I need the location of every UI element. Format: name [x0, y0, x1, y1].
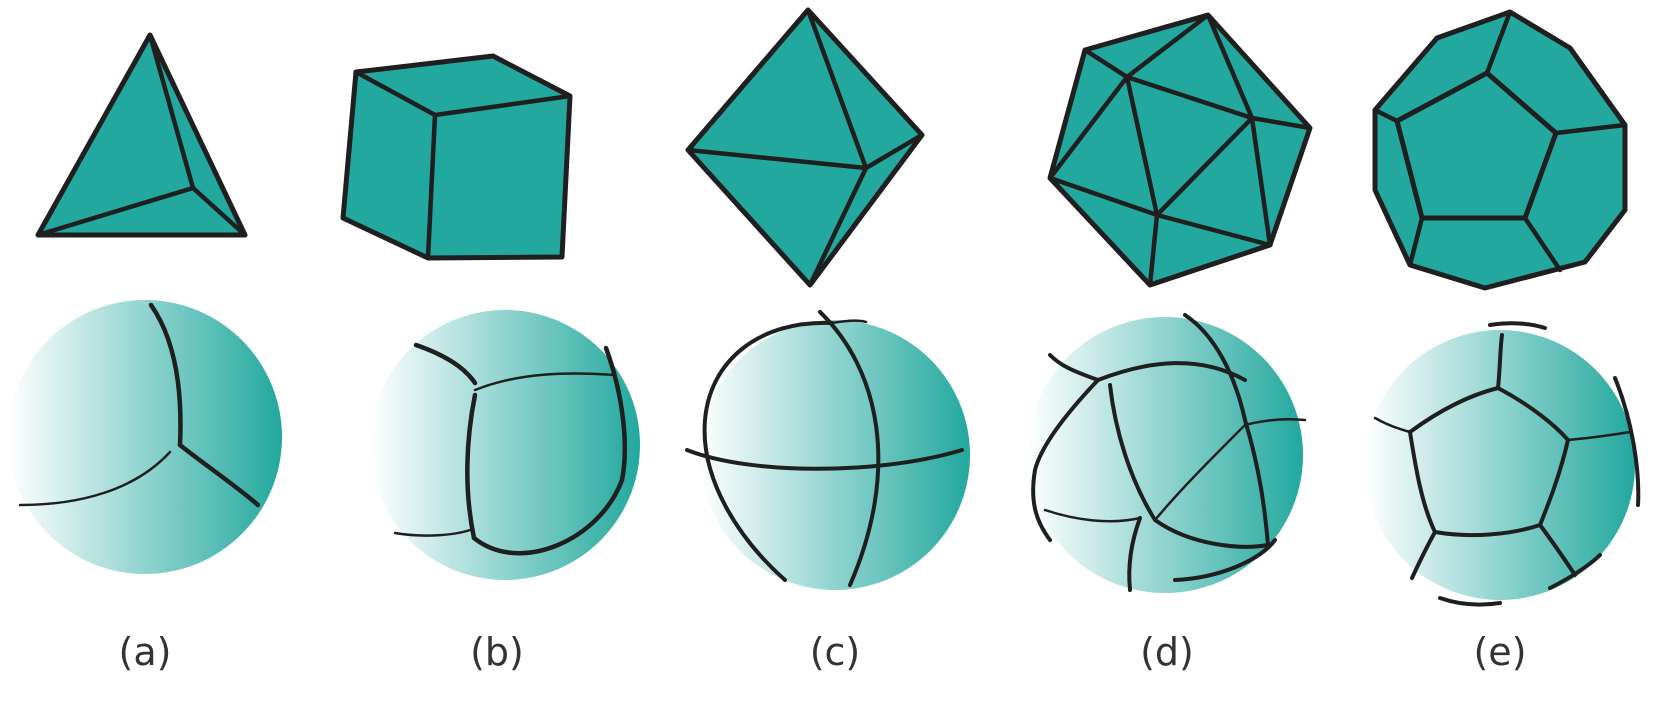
panel-e: (e): [1365, 9, 1641, 674]
panel-label-c: (c): [810, 630, 861, 674]
icosahedron-sphere: [1027, 313, 1307, 593]
tetrahedron-sphere: [8, 300, 282, 574]
dodecahedron-solid: [1372, 9, 1628, 291]
dodecahedron-sphere: [1365, 321, 1641, 607]
panel-a: (a): [8, 32, 282, 674]
panel-label-d: (d): [1140, 630, 1194, 674]
panel-label-b: (b): [470, 630, 524, 674]
icosahedron-solid: [1047, 12, 1313, 288]
cube-solid: [340, 53, 573, 261]
cube-sphere: [370, 310, 640, 580]
octahedron-sphere: [685, 310, 970, 590]
panel-c: (c): [685, 7, 970, 674]
octahedron-solid: [685, 7, 925, 288]
panel-d: (d): [1027, 12, 1313, 674]
panel-label-a: (a): [119, 630, 172, 674]
tetrahedron-solid: [35, 32, 248, 238]
panel-b: (b): [340, 53, 640, 674]
panel-label-e: (e): [1473, 630, 1526, 674]
